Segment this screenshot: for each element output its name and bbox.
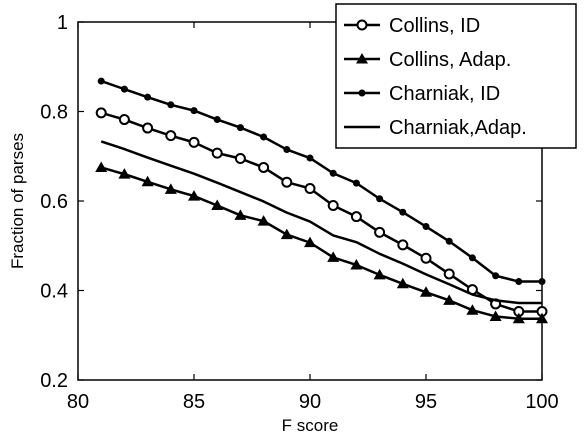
legend-entry: Collins, ID (344, 15, 480, 37)
x-axis-label: F score (282, 416, 339, 435)
data-point-triangle (373, 268, 386, 280)
data-point-triangle (304, 236, 316, 248)
y-tick-label: 0.4 (40, 281, 68, 303)
data-point-dot (329, 169, 337, 177)
y-axis-label: Fraction of parses (8, 133, 27, 269)
data-point-dot (538, 278, 546, 286)
data-point-circle (234, 152, 246, 164)
data-point-dot (306, 154, 314, 162)
data-point-circle (443, 268, 455, 280)
data-point-dot (352, 179, 360, 187)
data-point-triangle (489, 310, 502, 321)
x-tick-label: 95 (415, 391, 437, 413)
data-point-triangle (164, 183, 177, 194)
data-point-circle (211, 147, 223, 159)
data-point-dot (190, 107, 198, 115)
legend-entry: Charniak,Adap. (344, 117, 527, 139)
data-point-triangle (350, 258, 363, 270)
data-point-circle (142, 122, 154, 134)
data-point-circle (327, 199, 339, 211)
x-tick-label: 80 (67, 391, 89, 413)
data-point-dot (515, 278, 523, 286)
data-point-triangle (95, 161, 108, 172)
y-tick-label: 0.8 (40, 102, 68, 124)
data-point-triangle (280, 228, 293, 240)
data-point-circle (374, 226, 386, 238)
data-point-triangle (327, 251, 340, 262)
data-point-dot (445, 237, 453, 245)
data-point-circle (304, 182, 316, 194)
data-point-triangle (443, 294, 456, 305)
legend-label: Charniak,Adap. (389, 117, 527, 139)
data-point-circle (118, 114, 130, 126)
y-tick-label: 1 (57, 12, 68, 34)
legend-label: Charniak, ID (389, 83, 500, 105)
data-point-dot (468, 254, 476, 262)
series-1 (95, 107, 548, 318)
data-point-circle (397, 239, 409, 251)
data-point-triangle (257, 215, 270, 226)
data-point-circle (95, 107, 107, 119)
legend-label: Collins, Adap. (389, 49, 511, 71)
legend-entry: Collins, Adap. (344, 49, 511, 71)
data-point-triangle (466, 304, 479, 315)
data-point-triangle (141, 175, 154, 187)
y-tick-label: 0.2 (40, 370, 68, 392)
data-point-dot (144, 93, 152, 101)
legend: Collins, ID Collins, Adap. Charniak, ID Cha… (335, 3, 577, 149)
series-4 (100, 140, 542, 305)
data-point-circle (281, 176, 293, 188)
series-3 (97, 77, 546, 286)
data-point-triangle (420, 286, 432, 297)
axis-ticks: 80 85 90 95 100 0.2 0.4 0.6 0.8 1 (40, 12, 559, 413)
series-line (100, 140, 542, 305)
data-point-dot (120, 85, 128, 93)
data-point-circle (420, 252, 432, 264)
data-point-circle (356, 19, 368, 31)
data-point-dot (213, 116, 221, 124)
data-point-triangle (396, 277, 409, 289)
data-point-dot (260, 133, 268, 141)
legend-label: Collins, ID (389, 15, 480, 37)
data-point-triangle (536, 312, 548, 324)
data-point-dot (97, 77, 105, 85)
data-point-dot (376, 195, 384, 203)
data-point-triangle (211, 199, 224, 210)
data-point-triangle (118, 168, 131, 179)
data-point-dot (283, 146, 291, 154)
data-point-circle (165, 130, 177, 142)
data-point-circle (350, 211, 362, 223)
series-layer (95, 77, 548, 324)
data-point-dot (167, 101, 175, 109)
data-point-triangle (512, 312, 525, 324)
data-point-triangle (234, 209, 247, 220)
x-tick-label: 90 (299, 391, 321, 413)
x-tick-label: 85 (183, 391, 205, 413)
data-point-triangle (188, 190, 200, 201)
data-point-dot (358, 89, 366, 97)
data-point-dot (422, 223, 430, 231)
data-point-dot (492, 272, 500, 280)
series-2 (95, 161, 548, 324)
data-point-circle (188, 136, 200, 148)
data-point-triangle (356, 53, 368, 64)
legend-entry: Charniak, ID (344, 83, 500, 105)
data-point-dot (399, 208, 407, 216)
data-point-dot (236, 124, 244, 132)
legend-box (335, 3, 577, 149)
x-tick-label: 100 (525, 391, 558, 413)
series-line (100, 79, 542, 283)
y-tick-label: 0.6 (40, 191, 68, 213)
data-point-circle (258, 161, 270, 173)
